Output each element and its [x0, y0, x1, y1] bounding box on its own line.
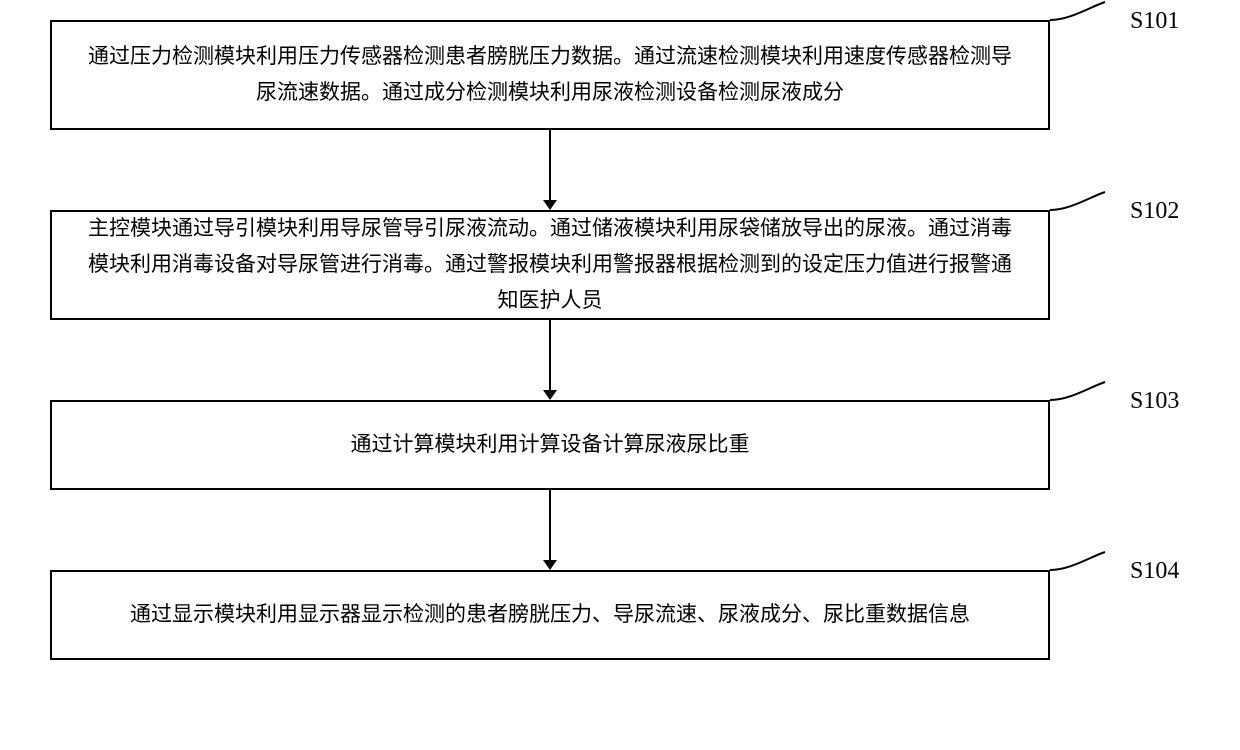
step-s101: 通过压力检测模块利用压力传感器检测患者膀胱压力数据。通过流速检测模块利用速度传感…: [50, 20, 1050, 130]
step-label-s104: S104: [1130, 558, 1179, 585]
lead-line: [1045, 187, 1110, 215]
step-box: 主控模块通过导引模块利用导尿管导引尿液流动。通过储液模块利用尿袋储放导出的尿液。…: [50, 210, 1050, 320]
step-box: 通过显示模块利用显示器显示检测的患者膀胱压力、导尿流速、尿液成分、尿比重数据信息: [50, 570, 1050, 660]
step-box: 通过计算模块利用计算设备计算尿液尿比重: [50, 400, 1050, 490]
lead-line: [1045, 377, 1110, 405]
step-label-s101: S101: [1130, 8, 1179, 35]
step-text: 通过压力检测模块利用压力传感器检测患者膀胱压力数据。通过流速检测模块利用速度传感…: [80, 39, 1020, 110]
arrow-down: [530, 130, 570, 210]
arrow-down: [530, 320, 570, 400]
step-box: 通过压力检测模块利用压力传感器检测患者膀胱压力数据。通过流速检测模块利用速度传感…: [50, 20, 1050, 130]
flowchart-canvas: 通过压力检测模块利用压力传感器检测患者膀胱压力数据。通过流速检测模块利用速度传感…: [0, 0, 1240, 750]
lead-line: [1045, 547, 1110, 575]
step-s104: 通过显示模块利用显示器显示检测的患者膀胱压力、导尿流速、尿液成分、尿比重数据信息: [50, 570, 1050, 660]
step-s102: 主控模块通过导引模块利用导尿管导引尿液流动。通过储液模块利用尿袋储放导出的尿液。…: [50, 210, 1050, 320]
step-text: 主控模块通过导引模块利用导尿管导引尿液流动。通过储液模块利用尿袋储放导出的尿液。…: [80, 211, 1020, 318]
arrow-down: [530, 490, 570, 570]
step-text: 通过计算模块利用计算设备计算尿液尿比重: [351, 427, 750, 463]
step-label-s103: S103: [1130, 388, 1179, 415]
step-label-s102: S102: [1130, 198, 1179, 225]
step-s103: 通过计算模块利用计算设备计算尿液尿比重: [50, 400, 1050, 490]
lead-line: [1045, 0, 1110, 25]
step-text: 通过显示模块利用显示器显示检测的患者膀胱压力、导尿流速、尿液成分、尿比重数据信息: [130, 597, 970, 633]
